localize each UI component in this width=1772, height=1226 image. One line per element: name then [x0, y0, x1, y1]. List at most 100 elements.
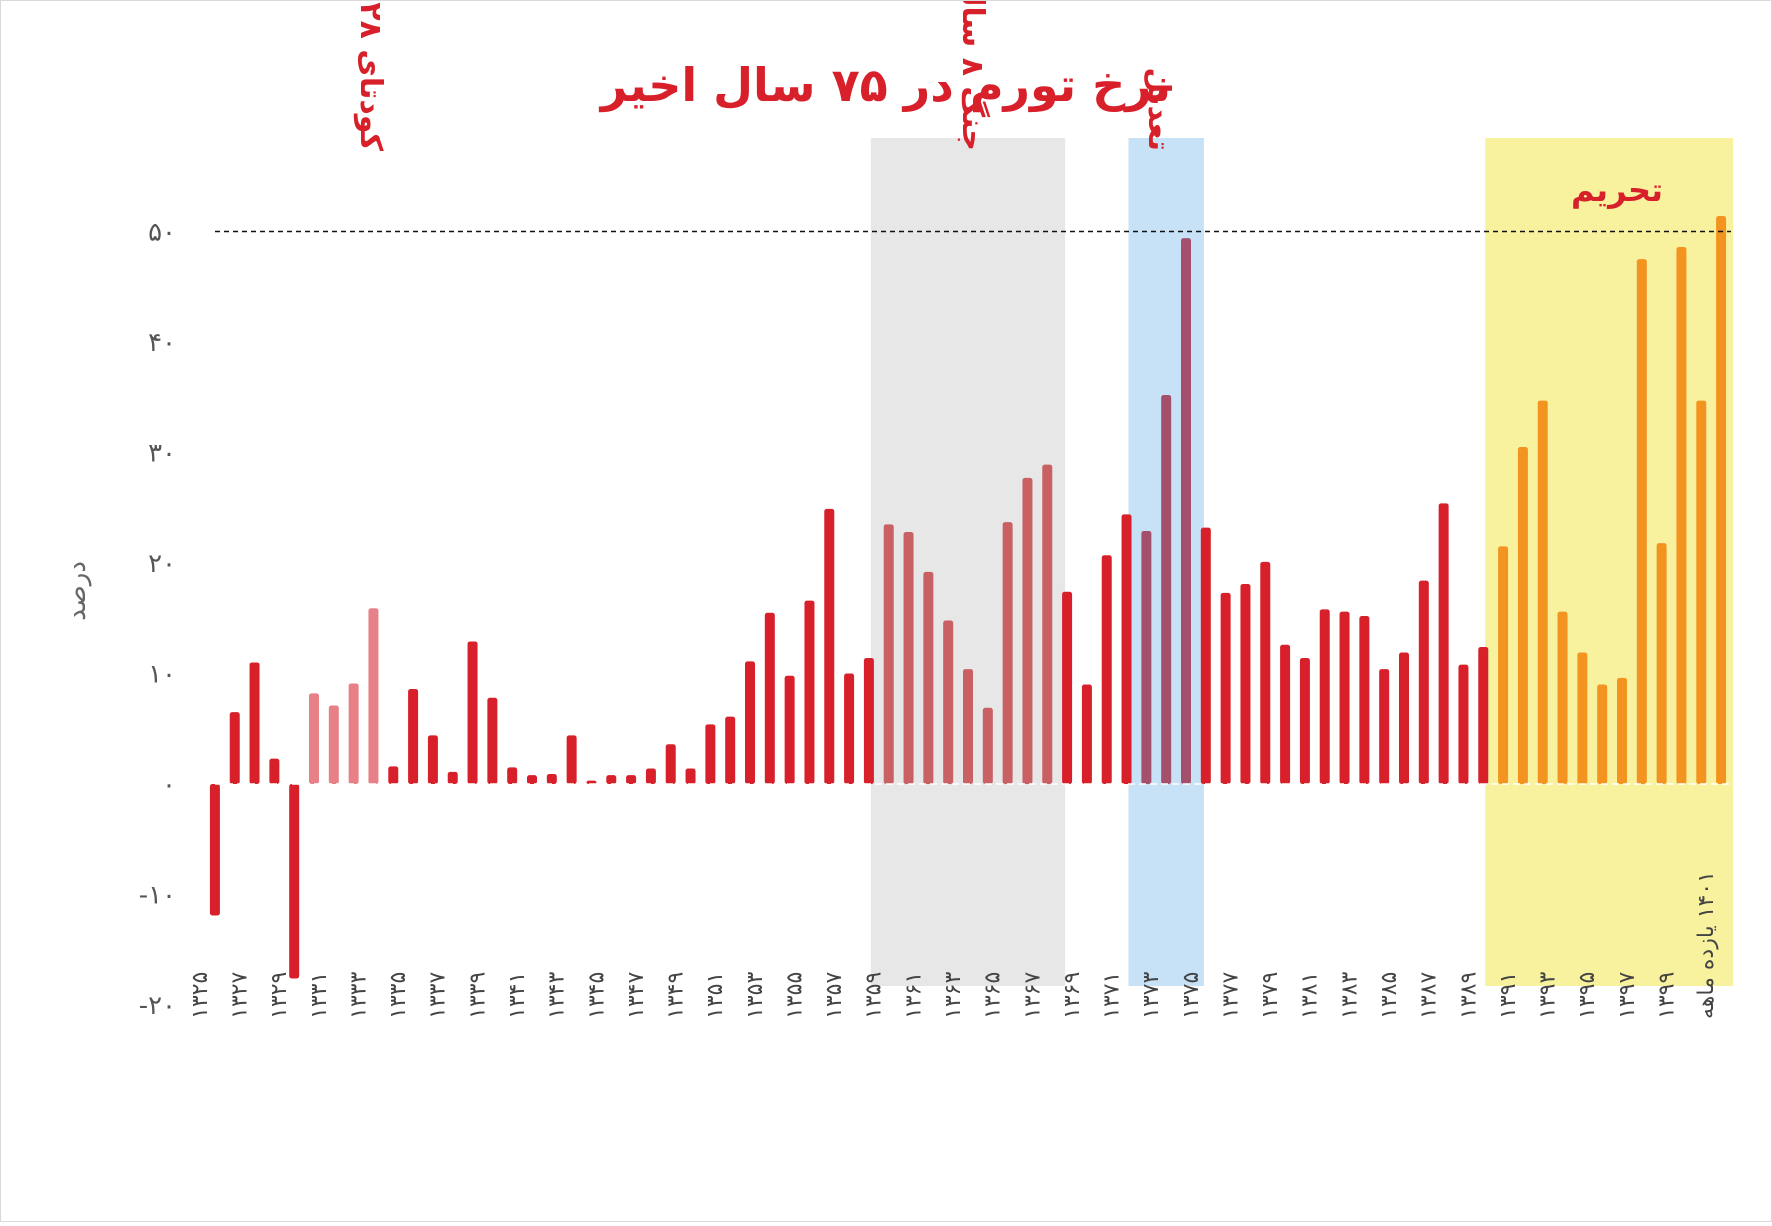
period-labels: کودتای ۲۸ مرداد جنگ ۸ ساله تعدیل تحریم	[353, 0, 1663, 209]
x-tick-label: ۱۴۰۱ یازده ماهه	[1694, 871, 1719, 1019]
bar-1377	[1240, 583, 1251, 784]
x-tick-label: ۱۳۷۵	[1179, 972, 1204, 1019]
x-tick-label: ۱۳۶۵	[981, 972, 1006, 1019]
y-tick-label: -۱۰	[139, 881, 176, 911]
x-tick-label: ۱۳۵۷	[822, 972, 847, 1019]
bar-1384	[1379, 669, 1390, 784]
bar-1363	[963, 669, 973, 784]
x-tick-label: ۱۳۸۳	[1337, 972, 1362, 1019]
x-axis-ticks: ۱۳۲۵ ۱۳۲۷ ۱۳۲۹ ۱۳۳۱ ۱۳۳۳ ۱۳۳۵ ۱۳۳۷ ۱۳۳۹ ۱۳۴۱ ۱۳۴۳…	[188, 871, 1719, 1019]
bar-1388	[1458, 664, 1469, 784]
bar-1348	[665, 744, 676, 784]
bar-1332	[348, 683, 359, 784]
x-tick-label: ۱۳۷۳	[1139, 972, 1164, 1019]
x-tick-label: ۱۳۴۵	[584, 972, 609, 1019]
bar-1399	[1676, 246, 1687, 785]
bar-1375	[1200, 527, 1211, 784]
bar-1379	[1280, 644, 1291, 784]
bar-1386	[1418, 580, 1429, 784]
bar-1370	[1101, 555, 1112, 784]
bar-1337	[447, 771, 458, 784]
bar-1383	[1359, 616, 1370, 784]
bar-1326	[229, 712, 240, 784]
y-tick-label: ۱۰	[148, 660, 176, 690]
bar-1360	[903, 532, 914, 784]
bar-1374	[1181, 238, 1191, 784]
bar-1352	[745, 661, 755, 784]
x-tick-label: ۱۳۳۵	[386, 972, 411, 1019]
x-tick-label: ۱۳۴۷	[624, 972, 649, 1019]
bar-1351	[725, 716, 736, 784]
x-tick-label: ۱۳۹۹	[1654, 972, 1679, 1019]
x-tick-label: ۱۳۳۳	[346, 972, 371, 1019]
bar-1327	[249, 662, 260, 784]
bar-1371	[1121, 514, 1132, 784]
bar-1336	[427, 735, 438, 784]
bar-1393	[1557, 611, 1568, 784]
bar-1340	[507, 767, 518, 784]
x-tick-label: ۱۳۸۱	[1298, 972, 1323, 1019]
x-tick-label: ۱۳۸۹	[1456, 972, 1481, 1019]
x-tick-label: ۱۳۲۷	[228, 972, 253, 1019]
x-tick-label: ۱۳۴۹	[664, 972, 689, 1019]
bar-1395	[1597, 684, 1608, 784]
bar-1357	[844, 673, 855, 784]
bar-1361	[923, 571, 934, 784]
bar-1387	[1438, 503, 1449, 784]
bar-1400	[1696, 400, 1707, 784]
y-tick-label: -۲۰	[139, 991, 176, 1021]
bar-1376	[1220, 592, 1231, 784]
bar-1369	[1081, 684, 1092, 784]
x-tick-label: ۱۳۵۹	[862, 972, 887, 1019]
x-tick-label: ۱۳۷۱	[1100, 972, 1125, 1019]
x-tick-label: ۱۳۲۵	[188, 972, 213, 1019]
x-tick-label: ۱۳۸۷	[1417, 972, 1442, 1019]
x-tick-label: ۱۳۷۹	[1258, 972, 1283, 1019]
reference-lines	[215, 230, 1731, 785]
bar-1362	[943, 620, 954, 784]
x-tick-label: ۱۳۵۵	[782, 972, 807, 1019]
bar-1381	[1319, 609, 1330, 784]
bar-1368	[1062, 591, 1073, 784]
bar-1330	[309, 693, 319, 784]
bar-1378	[1260, 561, 1271, 784]
x-tick-label: ۱۳۹۵	[1575, 972, 1600, 1019]
bar-1390	[1498, 546, 1509, 784]
x-tick-label: ۱۳۹۷	[1615, 972, 1640, 1019]
x-tick-label: ۱۳۹۱	[1496, 972, 1521, 1019]
x-tick-label: ۱۳۵۳	[743, 972, 768, 1019]
bar-1385	[1399, 652, 1409, 784]
bar-1396	[1617, 677, 1627, 784]
x-tick-label: ۱۳۵۱	[703, 972, 728, 1019]
bar-1329	[289, 784, 300, 979]
x-tick-label: ۱۳۳۱	[307, 972, 332, 1019]
bar-1347	[645, 768, 656, 784]
bar-1365	[1002, 522, 1013, 784]
x-tick-label: ۱۳۳۹	[465, 972, 490, 1019]
bar-1389	[1478, 646, 1489, 784]
bar-1355	[804, 600, 815, 784]
x-tick-label: ۱۳۴۳	[545, 972, 570, 1019]
chart-title: نرخ تورم در ۷۵ سال اخیر	[599, 58, 1171, 112]
bar-1392	[1537, 400, 1548, 784]
bar-1343	[566, 735, 577, 784]
bar-1358	[863, 658, 874, 784]
bar-1333	[368, 608, 379, 784]
period-label-0: کودتای ۲۸ مرداد	[353, 1, 388, 152]
bar-1373	[1161, 395, 1172, 784]
bar-1338	[467, 641, 478, 784]
bar-1349	[685, 768, 696, 784]
bar-1346	[626, 775, 637, 784]
bar-1364	[982, 707, 993, 784]
period-label-2: تعدیل	[1141, 67, 1176, 151]
bar-1391	[1517, 446, 1528, 784]
bar-1367	[1042, 464, 1053, 784]
x-tick-label: ۱۳۶۱	[901, 972, 926, 1019]
bar-1366	[1022, 477, 1033, 784]
y-axis-label: درصد	[62, 561, 92, 621]
bar-1380	[1299, 658, 1310, 784]
period-shade-1	[870, 138, 1066, 986]
bar-1331	[328, 705, 339, 784]
